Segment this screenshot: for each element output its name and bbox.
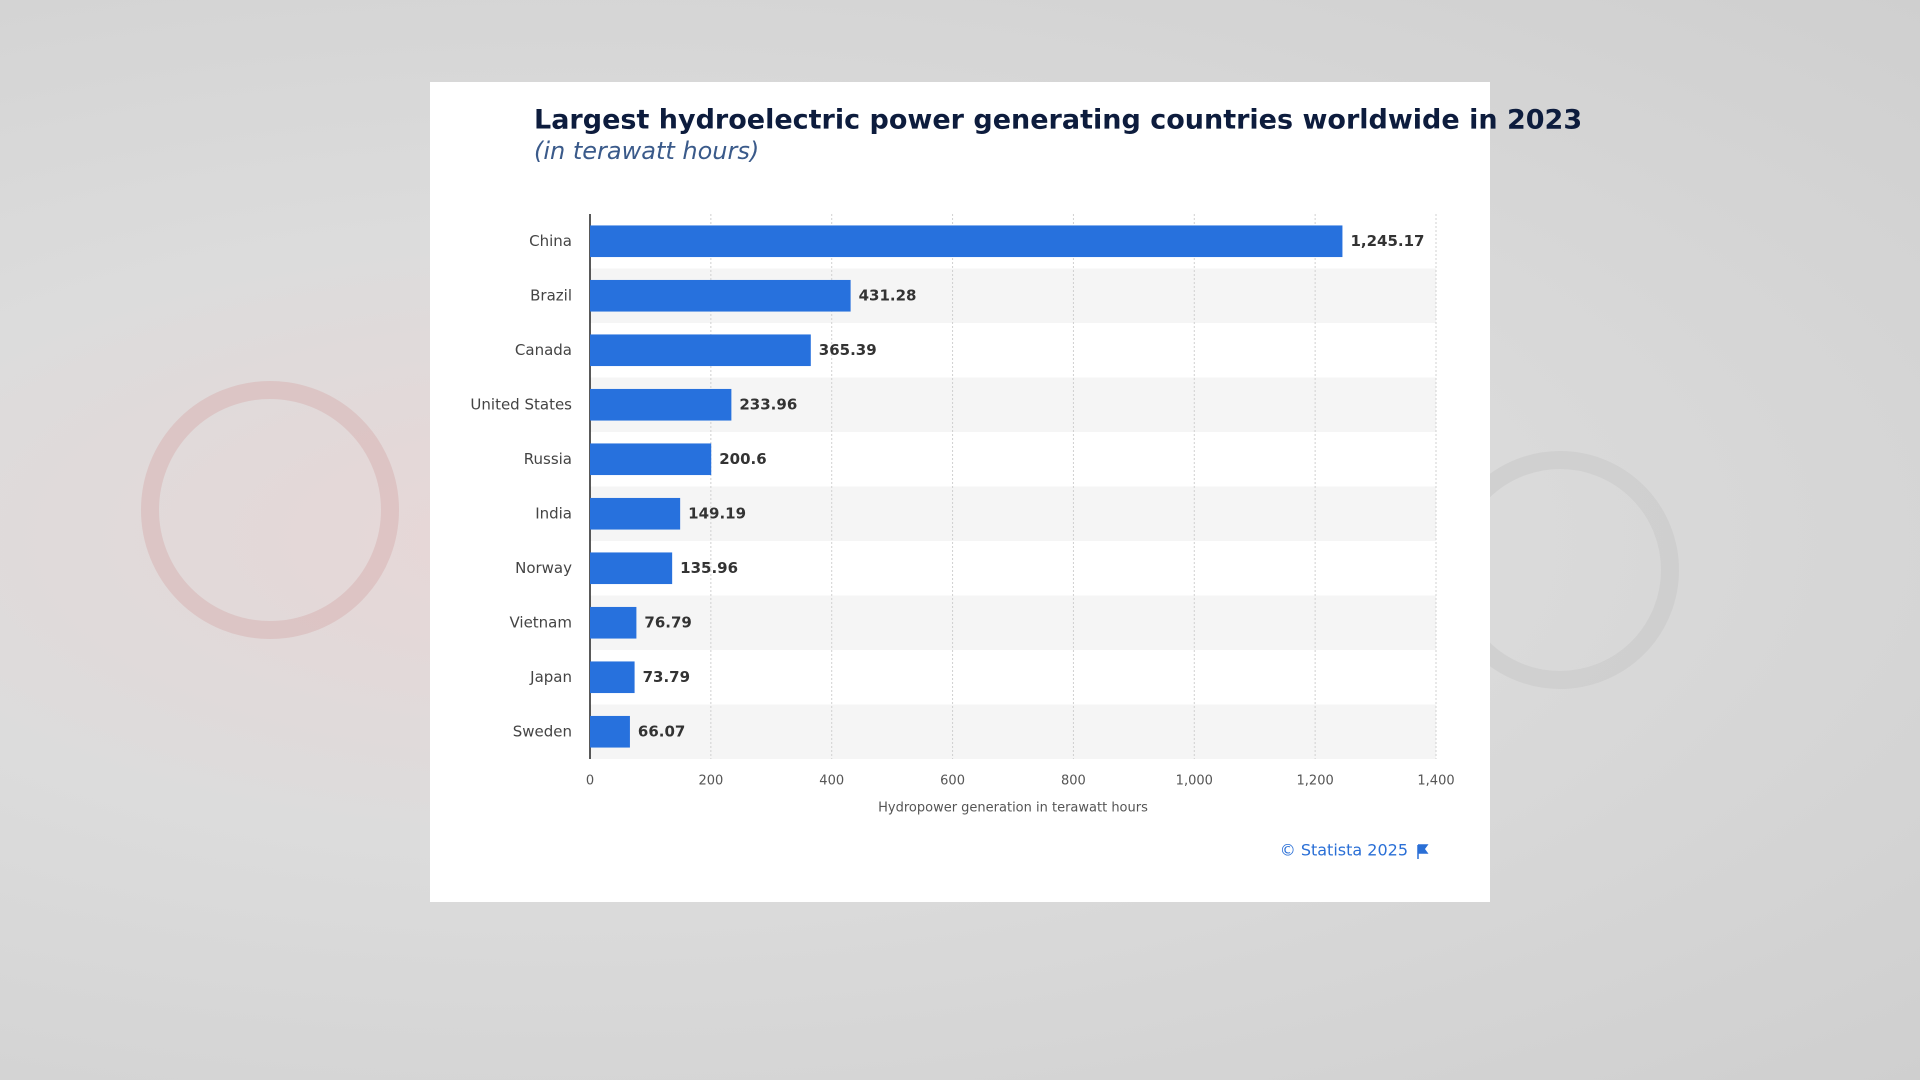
plot: 0 200 400 600 800 1,000 1,200 1,400 China 1,245.1…: [470, 214, 1455, 789]
value-label: 149.19: [688, 504, 746, 522]
bar: [590, 388, 732, 421]
flag-icon[interactable]: [1417, 844, 1429, 859]
x-tick-label: 1,400: [1417, 774, 1454, 789]
chart-title: Largest hydroelectric power generating c…: [534, 105, 1582, 136]
category-label: Vietnam: [509, 613, 572, 631]
x-tick-label: 400: [819, 774, 844, 789]
value-label: 233.96: [739, 395, 797, 413]
bar: [590, 497, 681, 530]
row-band: [590, 704, 1436, 759]
category-label: China: [529, 232, 572, 250]
x-tick-label: 600: [940, 774, 965, 789]
value-label: 200.6: [719, 450, 766, 468]
value-label: 76.79: [644, 613, 691, 631]
category-label: Brazil: [530, 286, 572, 304]
value-label: 431.28: [859, 286, 917, 304]
x-tick-label: 0: [586, 774, 594, 789]
source: © Statista 2025: [1280, 841, 1408, 860]
bar: [590, 552, 673, 585]
category-label: India: [535, 504, 572, 522]
category-label: United States: [470, 395, 572, 413]
x-tick-label: 1,200: [1297, 774, 1334, 789]
bar: [590, 443, 712, 476]
bar: [590, 279, 851, 312]
chart-subtitle: (in terawatt hours): [534, 137, 759, 165]
bar: [590, 606, 637, 639]
x-tick-label: 800: [1061, 774, 1086, 789]
category-label: Russia: [524, 450, 572, 468]
x-tick-label: 1,000: [1176, 774, 1213, 789]
category-label: Norway: [515, 559, 572, 577]
bar: [590, 225, 1343, 258]
value-label: 365.39: [819, 341, 877, 359]
value-label: 73.79: [643, 668, 690, 686]
x-axis-title: Hydropower generation in terawatt hours: [878, 801, 1148, 816]
row-band: [590, 595, 1436, 650]
decor-gear: [141, 381, 399, 639]
bar: [590, 715, 630, 748]
bar: [590, 334, 811, 367]
value-label: 1,245.17: [1350, 232, 1424, 250]
x-tick-label: 200: [698, 774, 723, 789]
value-label: 66.07: [638, 722, 685, 740]
value-label: 135.96: [680, 559, 738, 577]
bar: [590, 661, 635, 694]
category-label: Japan: [529, 668, 572, 686]
category-label: Canada: [515, 341, 572, 359]
category-label: Sweden: [513, 722, 572, 740]
row-band: [590, 486, 1436, 541]
